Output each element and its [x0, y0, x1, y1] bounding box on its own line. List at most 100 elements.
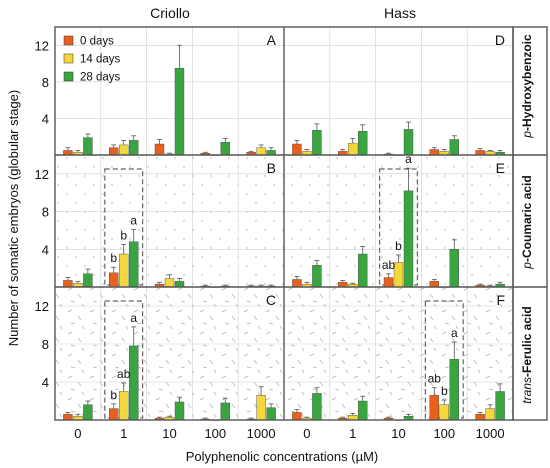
- bar-0-days: [429, 149, 439, 156]
- x-tick-label: 1000: [247, 426, 276, 441]
- bar-14-days: [348, 415, 358, 421]
- bar-14-days: [118, 144, 129, 156]
- bar-0-days: [292, 143, 302, 156]
- bar-0-days: [108, 408, 119, 421]
- panel-e: ab b a E: [284, 152, 513, 288]
- bar-0-days: [108, 147, 119, 156]
- row-label-prefix: p: [520, 131, 534, 139]
- bar-28-days: [449, 359, 459, 421]
- x-axis-label: Polyphenolic concentrations (µM): [186, 449, 378, 464]
- y-tick-label: 8: [42, 75, 49, 90]
- bar-28-days: [220, 402, 231, 421]
- legend-label-0-days: 0 days: [80, 36, 114, 48]
- bar-28-days: [358, 131, 368, 156]
- panel-letter: A: [267, 32, 277, 48]
- y-axis-label: Number of somatic embryos (globular stag…: [6, 90, 21, 347]
- bar-28-days: [312, 130, 322, 156]
- x-tick-label: 0: [74, 426, 81, 441]
- cultivar-title-hass: Hass: [384, 5, 416, 21]
- bar-14-days: [256, 147, 266, 156]
- legend-label-14-days: 14 days: [80, 54, 121, 66]
- row-label-coumaric: p-Coumaric acid: [520, 175, 534, 269]
- significance-letter: a: [130, 213, 137, 227]
- bar-28-days: [220, 141, 231, 156]
- x-tick-label: 10: [391, 426, 405, 441]
- significance-letter: b: [120, 229, 127, 243]
- row-label-prefix: trans: [520, 377, 534, 404]
- bar-14-days: [393, 262, 404, 288]
- bar-28-days: [358, 400, 368, 421]
- row-label-main: -Coumaric acid: [520, 175, 534, 262]
- legend-swatch-0-days: [63, 35, 74, 46]
- panel-letter: D: [495, 32, 505, 48]
- panel-f: abb a F 0 1 10 100 1000: [284, 287, 513, 441]
- bar-28-days: [449, 249, 459, 288]
- row-label-main: -Hydroxybenzoic: [520, 34, 534, 131]
- panel-d: D: [284, 27, 513, 156]
- significance-letter: b: [110, 388, 117, 402]
- y-tick-label: 8: [42, 205, 49, 220]
- row-label-prefix: p: [520, 262, 534, 270]
- bar-0-days: [338, 282, 348, 288]
- x-tick-label: 1: [120, 426, 127, 441]
- panel-background: [284, 287, 513, 420]
- bar-28-days: [128, 241, 139, 288]
- y-tick-label: 8: [42, 337, 49, 352]
- bar-0-days: [429, 281, 439, 288]
- panel-background: [55, 287, 284, 420]
- bar-28-days: [312, 265, 322, 288]
- row-label-hydroxybenzoic: p-Hydroxybenzoic: [520, 34, 534, 139]
- significance-letter: ab: [382, 258, 396, 272]
- legend-label-28-days: 28 days: [80, 72, 121, 84]
- bar-14-days: [439, 404, 449, 421]
- bar-0-days: [154, 143, 165, 156]
- bar-14-days: [348, 142, 358, 156]
- bar-0-days: [383, 277, 394, 288]
- bar-14-days: [256, 395, 266, 421]
- bar-0-days: [63, 414, 73, 421]
- bar-14-days: [118, 391, 129, 421]
- bar-28-days: [403, 190, 414, 288]
- panel-a: 4 8 12 A: [35, 27, 284, 156]
- bar-28-days: [358, 253, 368, 288]
- significance-letter: b: [441, 384, 448, 398]
- bar-28-days: [128, 345, 139, 421]
- bar-28-days: [83, 137, 93, 156]
- highlight-box: [424, 300, 464, 419]
- bar-28-days: [83, 273, 93, 288]
- panel-background: [284, 27, 513, 155]
- bar-28-days: [403, 129, 414, 156]
- bar-0-days: [292, 279, 302, 288]
- panel-letter: E: [496, 160, 505, 176]
- bar-0-days: [292, 412, 302, 421]
- y-tick-label: 4: [42, 242, 49, 257]
- bar-28-days: [83, 404, 93, 421]
- bar-0-days: [63, 280, 73, 288]
- x-tick-label: 1: [349, 426, 356, 441]
- bar-28-days: [312, 393, 322, 421]
- bar-0-days: [108, 272, 119, 288]
- bar-0-days: [429, 395, 439, 421]
- panel-background: [55, 155, 284, 287]
- panel-letter: F: [496, 292, 505, 308]
- significance-letter: a: [130, 311, 137, 325]
- panel-background: [55, 27, 284, 155]
- significance-letter: a: [451, 326, 458, 340]
- significance-letter: ab: [117, 367, 131, 381]
- legend: 0 days 14 days 28 days: [63, 35, 121, 84]
- x-tick-label: 100: [204, 426, 226, 441]
- panel-letter: B: [267, 160, 276, 176]
- row-label-ferulic: trans-Ferulic acid: [520, 306, 534, 403]
- x-tick-label: 0: [303, 426, 310, 441]
- significance-letter: b: [110, 251, 117, 265]
- bar-28-days: [449, 139, 459, 156]
- bar-0-days: [475, 414, 485, 421]
- cultivar-title-criollo: Criollo: [150, 5, 190, 21]
- label-strip-frame: [512, 26, 548, 421]
- bar-14-days: [164, 278, 175, 288]
- bar-28-days: [495, 391, 505, 421]
- x-tick-label: 100: [433, 426, 455, 441]
- panel-c: 4 8 12 bab a C 0 1 10 100 1000: [35, 287, 284, 441]
